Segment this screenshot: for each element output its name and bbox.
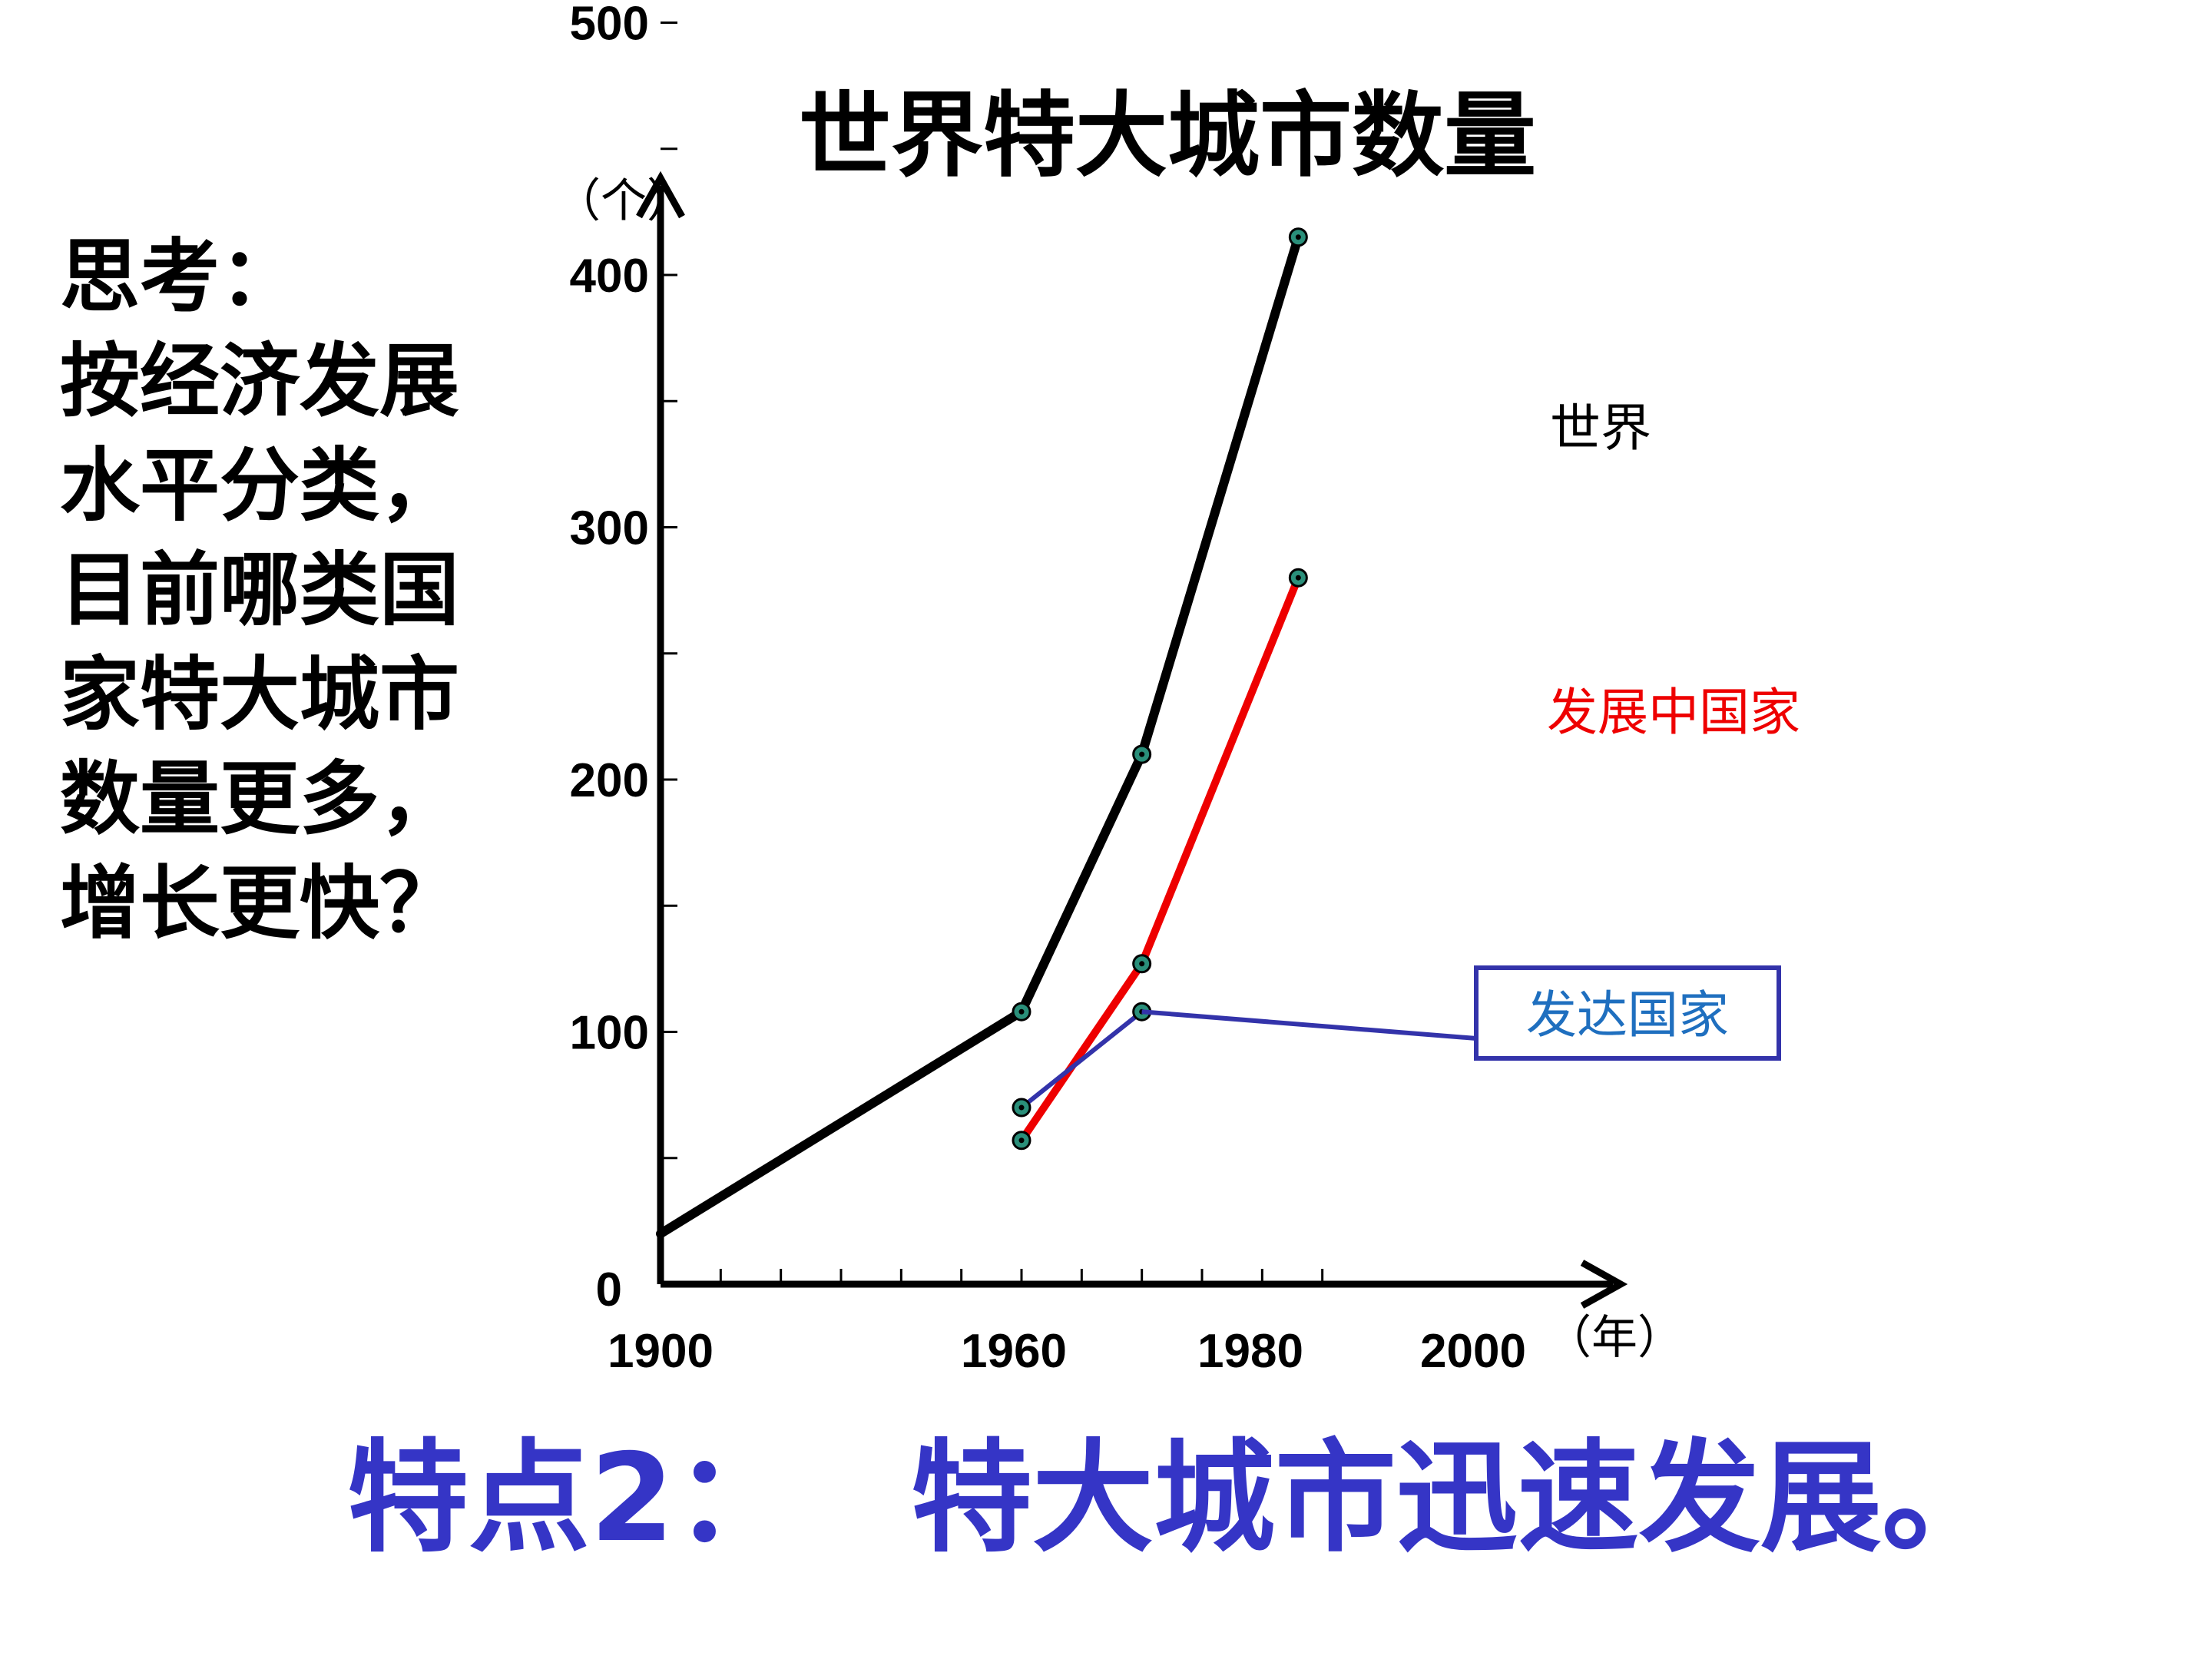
callout-box	[1474, 965, 1781, 1061]
chart-title: 世界特大城市数量	[799, 83, 1536, 190]
callout-leader-line	[1141, 1009, 1477, 1041]
x-tick-label: 1900	[608, 1325, 714, 1378]
thinking-question: 思考： 按经济发展 水平分类， 目前哪类国 家特大城市 数量更多， 增长更快？	[60, 224, 459, 955]
chart-series	[656, 227, 1308, 1239]
x-tick-label: 1960	[961, 1325, 1067, 1378]
data-point-center	[1018, 1137, 1025, 1144]
y-tick-label: 500	[570, 0, 649, 51]
question-line: 家特大城市	[60, 647, 460, 741]
y-tick-label: 100	[570, 1007, 649, 1060]
question-line: 数量更多，	[60, 752, 460, 846]
x-tick-label: 1980	[1197, 1325, 1303, 1378]
data-point-center	[1295, 575, 1301, 581]
y-tick-label: 200	[570, 754, 649, 807]
y-unit-label: （个）	[555, 174, 693, 228]
data-point-center	[1018, 1008, 1025, 1015]
y-tick-label: 400	[570, 250, 649, 303]
series-line	[1019, 1009, 1144, 1111]
question-line: 目前哪类国	[60, 543, 460, 637]
x-unit-label: （年）	[1545, 1311, 1684, 1365]
question-line: 思考：	[60, 230, 300, 323]
series-label-developing: 发展中国家	[1547, 683, 1800, 742]
series-line	[1018, 574, 1303, 1144]
x-tick-label: 2000	[1420, 1325, 1526, 1378]
data-point-center	[1139, 751, 1145, 757]
feature-statement: 特点2： 特大城市迅速发展。	[347, 1438, 2003, 1559]
series-label-world: 世界	[1550, 399, 1651, 458]
question-line: 水平分类，	[60, 439, 460, 532]
question-line: 增长更快？	[60, 856, 460, 950]
feature-prefix: 特点2：	[347, 1428, 796, 1569]
data-point-center	[1139, 961, 1145, 967]
y-axis-arrow	[636, 171, 685, 219]
question-line: 按经济发展	[60, 334, 460, 428]
chart-axes: 0 100 200 300 400 500 1900 1960 1980 2000 （个） （年）	[555, 0, 1684, 1378]
data-point-center	[1295, 234, 1301, 240]
x-axis-arrow	[1580, 1260, 1628, 1309]
y-tick-label: 0	[596, 1263, 622, 1316]
series-label-developed: 发达国家	[1526, 985, 1729, 1045]
y-tick-label: 300	[570, 502, 649, 555]
feature-text: 特大城市迅速发展。	[910, 1428, 2003, 1569]
series-line	[656, 232, 1303, 1239]
data-point-center	[1018, 1104, 1025, 1111]
